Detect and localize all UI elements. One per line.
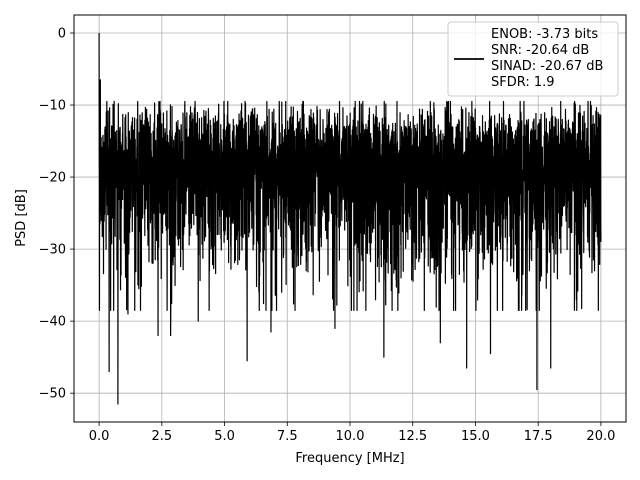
x-tick-label: 2.5 [151, 429, 172, 444]
series-layer [98, 33, 602, 405]
x-tick-label: 10.0 [336, 429, 365, 444]
y-axis-label: PSD [dB] [14, 189, 29, 247]
y-tick-label: −40 [39, 315, 66, 330]
legend-entry-enob: ENOB: -3.73 bits [491, 27, 598, 42]
y-tick-label: −20 [39, 171, 66, 186]
legend: ENOB: -3.73 bits SNR: -20.64 dB SINAD: -… [447, 21, 619, 97]
x-axis: 0.0 2.5 5.0 7.5 10.0 12.5 15.0 17.5 20.0 [89, 422, 615, 444]
y-tick-label: −10 [39, 99, 66, 114]
y-tick-label: −50 [39, 387, 66, 402]
x-axis-label: Frequency [MHz] [295, 451, 404, 466]
psd-series-line [98, 33, 602, 405]
y-tick-label: 0 [58, 27, 66, 42]
x-tick-label: 5.0 [214, 429, 235, 444]
x-tick-label: 12.5 [398, 429, 427, 444]
x-tick-label: 7.5 [277, 429, 298, 444]
y-tick-label: −30 [39, 243, 66, 258]
legend-box [447, 21, 619, 97]
legend-entry-snr: SNR: -20.64 dB [491, 43, 589, 58]
x-tick-label: 17.5 [524, 429, 553, 444]
x-tick-label: 20.0 [586, 429, 615, 444]
y-axis: 0 −10 −20 −30 −40 −50 [39, 27, 74, 402]
legend-entry-sinad: SINAD: -20.67 dB [491, 59, 603, 74]
x-tick-label: 0.0 [89, 429, 110, 444]
legend-entry-sfdr: SFDR: 1.9 [491, 75, 555, 90]
x-tick-label: 15.0 [461, 429, 490, 444]
